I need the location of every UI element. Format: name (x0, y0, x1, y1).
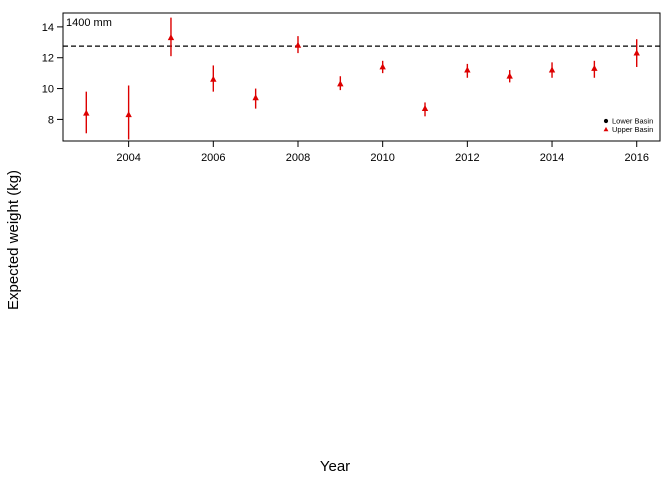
x-tick-label: 2004 (116, 152, 140, 164)
x-tick-label: 2006 (201, 152, 225, 164)
legend-label: Lower Basin (612, 117, 653, 126)
data-point (379, 63, 386, 70)
plot-frame (62, 12, 661, 142)
x-tick-label: 2012 (455, 152, 479, 164)
x-axis: 2004 2006 2008 2010 2012 2014 2016 (116, 141, 649, 164)
x-tick-label: 2010 (370, 152, 394, 164)
y-tick-label: 8 (48, 114, 54, 126)
reference-line-label: 1400 mm (66, 17, 112, 29)
x-tick-label: 2016 (624, 152, 648, 164)
legend-marker (603, 118, 609, 124)
data-point (421, 105, 429, 112)
y-axis-title: Expected weight (kg) (5, 170, 22, 310)
data-point (506, 72, 513, 79)
data-point (167, 34, 175, 41)
data-point (210, 75, 217, 82)
data-point (252, 94, 259, 101)
data-point (633, 49, 640, 56)
y-tick-label: 12 (42, 53, 54, 65)
y-tick-label: 10 (42, 84, 54, 96)
data-point (548, 66, 556, 73)
data-point (125, 111, 132, 118)
data-point (337, 80, 344, 87)
x-tick-label: 2014 (540, 152, 564, 164)
x-axis-title: Year (320, 458, 350, 475)
y-axis: 8 10 12 14 (42, 22, 63, 126)
legend-marker (603, 126, 609, 132)
data-point (591, 64, 598, 71)
data-point (83, 109, 90, 116)
data-point (464, 66, 471, 73)
data-point (294, 41, 302, 48)
data-marks (83, 17, 640, 140)
y-tick-label: 14 (42, 22, 54, 34)
x-tick-label: 2008 (286, 152, 310, 164)
legend-label: Upper Basin (612, 125, 653, 134)
